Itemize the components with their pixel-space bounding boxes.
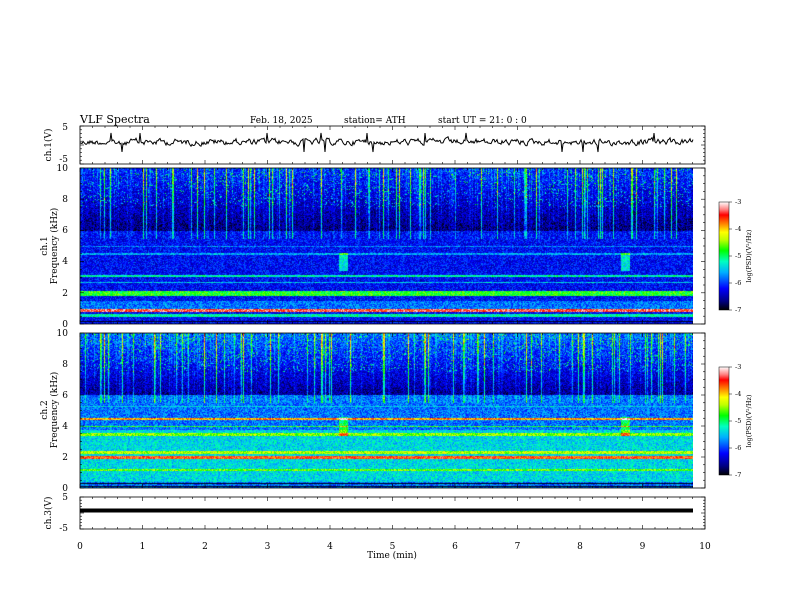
ch2-spec-channel-label: ch.2 <box>40 400 50 419</box>
header-station: station= ATH <box>344 116 406 126</box>
ch1-wave-ylabel: ch.1(V) <box>43 129 54 162</box>
x-tick-label: 5 <box>390 542 396 552</box>
ch1-spec-tick: 6 <box>62 226 68 236</box>
x-tick-label: 0 <box>77 542 83 552</box>
ch1-spec-tick: 0 <box>62 320 68 330</box>
colorbar-1-tick: -3 <box>735 198 741 206</box>
ch1-spec-channel-label: ch.1 <box>40 236 50 255</box>
ch2-spec-ylabel: Frequency (kHz) <box>49 372 60 449</box>
x-tick-label: 9 <box>640 542 646 552</box>
colorbar-2-tick: -4 <box>735 390 741 398</box>
ch1-spec-tick: 2 <box>62 289 68 299</box>
colorbar-1-tick: -7 <box>735 306 741 314</box>
colorbar-1-label: log(PSD)(V²/Hz) <box>745 229 753 282</box>
ch3-waveform <box>80 508 693 513</box>
x-tick-label: 1 <box>140 542 146 552</box>
ch1-wave-tick: -5 <box>59 155 68 165</box>
colorbar-2-label: log(PSD)(V²/Hz) <box>745 394 753 447</box>
x-tick-label: 7 <box>515 542 521 552</box>
x-tick-label: 6 <box>452 542 458 552</box>
colorbar-2-tick: -5 <box>735 417 741 425</box>
header-date: Feb. 18, 2025 <box>250 116 313 126</box>
header-start-ut: start UT = 21: 0 : 0 <box>438 116 527 126</box>
colorbar-1-tick: -6 <box>735 279 741 287</box>
colorbar-2-tick: -6 <box>735 444 741 452</box>
ch2-spec-tick: 4 <box>62 422 68 432</box>
ch2-spec-tick: 0 <box>62 484 68 494</box>
axis-ticks <box>79 125 706 530</box>
ch1-spectrogram <box>80 168 693 324</box>
ch1-spec-tick: 4 <box>62 257 68 267</box>
colorbar-2-tick: -3 <box>735 363 741 371</box>
colorbar-1-tick: -4 <box>735 225 741 233</box>
ch3-wave-frame <box>79 496 706 530</box>
chart-title: VLF Spectra <box>79 113 150 126</box>
ch3-wave-tick: 5 <box>62 493 68 503</box>
x-tick-label: 4 <box>327 542 333 552</box>
ch2-spectrogram <box>80 333 693 488</box>
ch2-spec-tick: 8 <box>62 360 68 370</box>
colorbar-1 <box>718 201 730 311</box>
ch2-spec-tick: 10 <box>57 329 69 339</box>
colorbar-1-tick: -5 <box>735 252 741 260</box>
x-axis-label: Time (min) <box>367 550 417 561</box>
ch1-spec-ylabel: Frequency (kHz) <box>49 208 60 285</box>
colorbar-2-tick: -7 <box>735 471 741 479</box>
x-tick-label: 3 <box>265 542 271 552</box>
ch1-waveform <box>79 132 694 153</box>
x-tick-label: 2 <box>202 542 208 552</box>
x-tick-label: 10 <box>699 542 711 552</box>
ch1-spec-tick: 10 <box>57 164 69 174</box>
ch3-wave-ylabel: ch.3(V) <box>43 497 54 530</box>
ch2-spec-tick: 2 <box>62 453 68 463</box>
colorbar-2 <box>718 366 730 476</box>
ch2-spec-tick: 6 <box>62 391 68 401</box>
ch1-wave-tick: 5 <box>62 123 68 133</box>
ch1-spec-tick: 8 <box>62 195 68 205</box>
ch3-wave-tick: -5 <box>59 524 68 534</box>
x-tick-label: 8 <box>577 542 583 552</box>
